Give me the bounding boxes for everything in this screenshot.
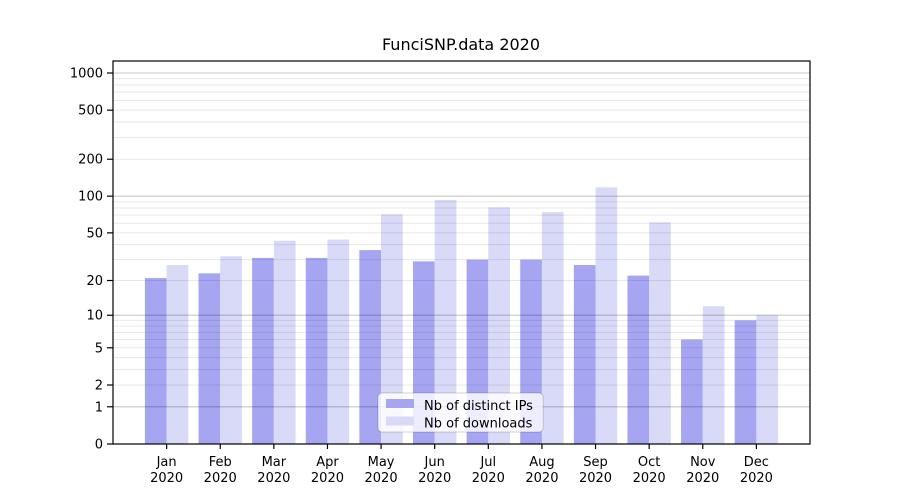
y-axis-tick-label: 10	[86, 309, 103, 324]
bar-distinct-ips-feb	[198, 273, 221, 444]
chart-title: FunciSNP.data 2020	[382, 35, 540, 54]
y-axis-tick-label: 100	[78, 190, 103, 205]
x-axis-tick-label-year: 2020	[633, 471, 666, 486]
bar-downloads-feb	[220, 256, 242, 444]
bar-distinct-ips-dec	[734, 320, 757, 444]
bar-downloads-sep	[595, 187, 618, 445]
bar-distinct-ips-apr	[305, 257, 328, 444]
x-axis-tick-label-month: Apr	[316, 455, 339, 470]
x-axis-tick-label-month: Feb	[209, 455, 232, 470]
legend: Nb of distinct IPs Nb of downloads	[377, 392, 544, 433]
x-axis-tick-label-month: Jun	[424, 455, 445, 470]
x-axis-tick-label-year: 2020	[150, 471, 183, 486]
bar-distinct-ips-nov	[681, 339, 703, 444]
x-axis-tick-label-year: 2020	[257, 471, 290, 486]
legend-box	[377, 392, 544, 433]
grid-layer	[113, 72, 810, 408]
bar-downloads-apr	[327, 239, 350, 444]
bar-distinct-ips-sep	[573, 265, 596, 444]
x-axis-tick-label-month: Aug	[529, 455, 554, 470]
bar-downloads-aug	[541, 212, 564, 444]
legend-swatch-distinct-ips-icon	[386, 399, 414, 408]
bar-downloads-jul	[488, 207, 511, 444]
x-axis-tick-label-month: Mar	[262, 455, 287, 470]
x-axis-tick-label-month: Jan	[156, 455, 177, 470]
x-axis-tick-label-month: Sep	[583, 455, 608, 470]
y-axis-tick-label: 5	[95, 341, 103, 356]
bar-distinct-ips-may	[359, 250, 382, 444]
bar-downloads-oct	[649, 222, 671, 444]
x-axis-tick-label-month: May	[368, 455, 395, 470]
y-axis-tick-label: 500	[78, 104, 103, 119]
legend-label-downloads: Nb of downloads	[424, 417, 533, 432]
x-axis-tick-label-year: 2020	[579, 471, 612, 486]
bar-downloads-mar	[273, 240, 296, 444]
y-axis-tick-label: 0	[95, 438, 103, 453]
x-axis-tick-label-year: 2020	[686, 471, 719, 486]
x-axis-tick-label-year: 2020	[204, 471, 237, 486]
bar-downloads-jan	[166, 265, 189, 444]
x-axis-tick-label-month: Oct	[638, 455, 660, 470]
bar-distinct-ips-jan	[144, 278, 167, 444]
x-axis-tick-label-month: Dec	[744, 455, 769, 470]
y-axis-tick-label: 1000	[70, 67, 103, 82]
y-axis-tick-label: 1	[95, 400, 103, 415]
y-axis-tick-label: 200	[78, 153, 103, 168]
y-axis-tick-label: 2	[95, 379, 103, 394]
bar-downloads-may	[381, 214, 403, 444]
x-axis-tick-label-year: 2020	[472, 471, 505, 486]
plot-frame	[112, 60, 811, 445]
bar-downloads-nov	[702, 306, 725, 444]
bar-downloads-dec	[756, 315, 779, 444]
y-axis-tick-label: 20	[86, 274, 103, 289]
x-axis-tick-label-year: 2020	[418, 471, 451, 486]
axis-layer: 01251020501002005001000Jan2020Feb2020Mar…	[70, 67, 773, 487]
x-axis-tick-label-year: 2020	[525, 471, 558, 486]
x-axis-tick-label-month: Nov	[690, 455, 716, 470]
x-axis-tick-label-year: 2020	[365, 471, 398, 486]
y-axis-tick-label: 50	[86, 226, 103, 241]
legend-label-distinct-ips: Nb of distinct IPs	[424, 399, 533, 414]
bar-distinct-ips-oct	[627, 275, 650, 444]
x-axis-tick-label-year: 2020	[311, 471, 344, 486]
bar-distinct-ips-mar	[252, 257, 274, 444]
x-axis-tick-label-year: 2020	[740, 471, 773, 486]
x-axis-tick-label-month: Jul	[479, 455, 496, 470]
bar-downloads-jun	[434, 200, 457, 444]
legend-swatch-downloads-icon	[386, 416, 414, 426]
